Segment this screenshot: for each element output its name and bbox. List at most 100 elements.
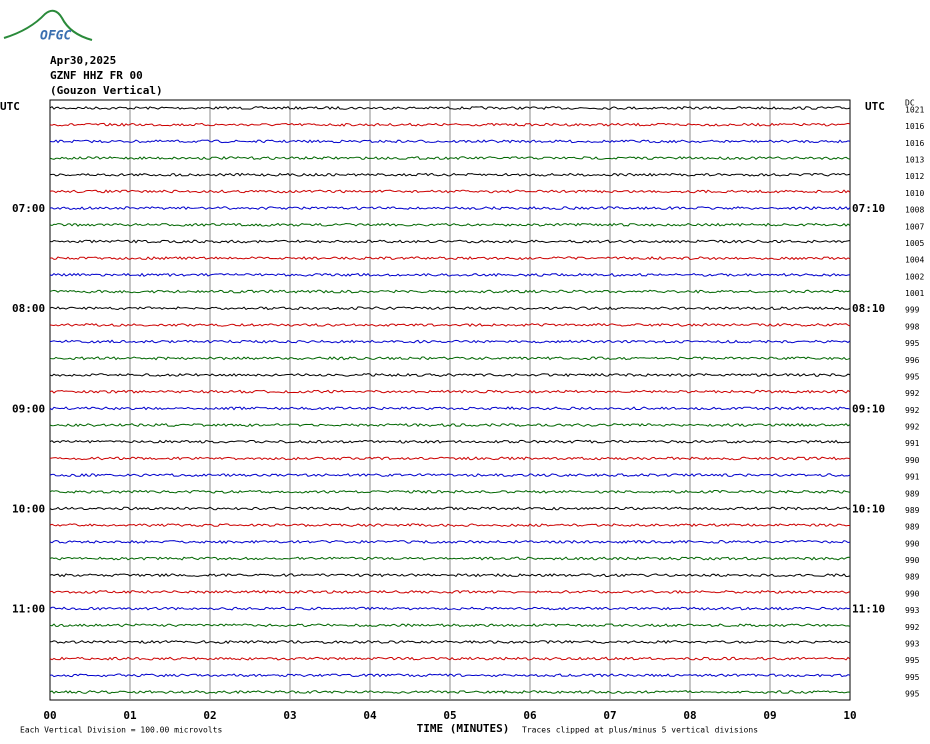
x-tick-label: 07 — [603, 709, 616, 722]
dc-value: 1008 — [905, 206, 924, 215]
trace — [49, 189, 851, 194]
trace — [49, 106, 851, 111]
utc-left: UTC — [0, 100, 20, 113]
trace — [49, 339, 851, 344]
x-tick-label: 02 — [203, 709, 216, 722]
trace — [49, 139, 851, 144]
trace — [49, 356, 851, 361]
dc-value: 996 — [905, 356, 920, 365]
trace — [49, 172, 851, 177]
trace — [49, 606, 851, 611]
trace — [49, 256, 851, 261]
dc-value: 989 — [905, 573, 920, 582]
dc-value: 1012 — [905, 172, 924, 181]
x-tick-label: 10 — [843, 709, 856, 722]
time-label-right: 08:10 — [852, 302, 885, 315]
trace — [49, 222, 851, 227]
utc-right: UTC — [865, 100, 885, 113]
x-axis-title: TIME (MINUTES) — [417, 722, 510, 735]
trace — [49, 272, 851, 277]
dc-value: 989 — [905, 506, 920, 515]
dc-value: 991 — [905, 439, 920, 448]
dc-value: 1010 — [905, 189, 924, 198]
x-tick-label: 06 — [523, 709, 537, 722]
dc-value: 1007 — [905, 222, 924, 231]
dc-value: 995 — [905, 656, 920, 665]
time-label-right: 09:10 — [852, 402, 885, 415]
dc-value: 991 — [905, 473, 920, 482]
scale-note: Each Vertical Division = 100.00 microvol… — [20, 726, 222, 735]
dc-value: 995 — [905, 339, 920, 348]
time-label-right: 11:10 — [852, 603, 885, 616]
dc-value: 995 — [905, 372, 920, 381]
trace — [49, 372, 851, 378]
dc-value: 990 — [905, 556, 920, 565]
dc-value: 1005 — [905, 239, 924, 248]
station: GZNF HHZ FR 00 — [50, 69, 143, 82]
trace — [49, 489, 851, 494]
time-label-left: 09:00 — [12, 402, 45, 415]
trace — [49, 573, 851, 578]
x-tick-label: 00 — [43, 709, 56, 722]
logo: OFGC — [40, 29, 71, 44]
dc-value: 999 — [905, 306, 920, 315]
x-tick-label: 04 — [363, 709, 377, 722]
trace — [49, 156, 851, 161]
trace — [49, 406, 851, 411]
trace — [49, 639, 851, 644]
dc-value: 1001 — [905, 289, 924, 298]
time-label-left: 08:00 — [12, 302, 45, 315]
dc-value: 1016 — [905, 122, 924, 131]
dc-value: 992 — [905, 623, 920, 632]
dc-value: 992 — [905, 389, 920, 398]
dc-value: 1004 — [905, 256, 924, 265]
dc-value: 993 — [905, 639, 920, 648]
trace — [49, 473, 851, 478]
dc-value: 998 — [905, 322, 920, 331]
trace — [49, 206, 851, 211]
trace — [49, 539, 851, 544]
dc-value: 990 — [905, 589, 920, 598]
trace — [49, 623, 851, 628]
date: Apr30,2025 — [50, 54, 116, 67]
trace — [49, 289, 851, 294]
dc-value: 990 — [905, 456, 920, 465]
dc-value: 990 — [905, 539, 920, 548]
time-label-left: 11:00 — [12, 603, 45, 616]
dc-value: 1002 — [905, 272, 924, 281]
dc-value: 992 — [905, 423, 920, 432]
clip-note: Traces clipped at plus/minus 5 vertical … — [522, 726, 758, 735]
trace — [49, 589, 851, 594]
logo-mark — [3, 9, 93, 41]
trace — [49, 506, 851, 511]
trace — [49, 656, 851, 661]
dc-value: 989 — [905, 523, 920, 532]
location: (Gouzon Vertical) — [50, 84, 163, 97]
time-label-left: 10:00 — [12, 502, 45, 515]
x-tick-label: 08 — [683, 709, 696, 722]
trace — [49, 439, 851, 444]
dc-title: DC — [905, 99, 915, 108]
time-label-right: 07:10 — [852, 202, 885, 215]
trace — [49, 690, 851, 694]
dc-value: 989 — [905, 489, 920, 498]
trace — [49, 673, 851, 678]
x-tick-label: 03 — [283, 709, 296, 722]
x-tick-label: 09 — [763, 709, 776, 722]
trace — [49, 523, 850, 528]
dc-value: 992 — [905, 406, 920, 415]
trace — [49, 456, 851, 461]
dc-value: 993 — [905, 606, 920, 615]
dc-value: 995 — [905, 673, 920, 682]
time-label-left: 07:00 — [12, 202, 45, 215]
dc-value: 995 — [905, 690, 920, 699]
time-label-right: 10:10 — [852, 502, 885, 515]
trace — [49, 122, 851, 127]
trace — [49, 306, 851, 311]
dc-value: 1013 — [905, 156, 924, 165]
x-tick-label: 01 — [123, 709, 137, 722]
trace — [49, 323, 851, 327]
trace — [49, 556, 851, 561]
trace — [49, 239, 851, 244]
